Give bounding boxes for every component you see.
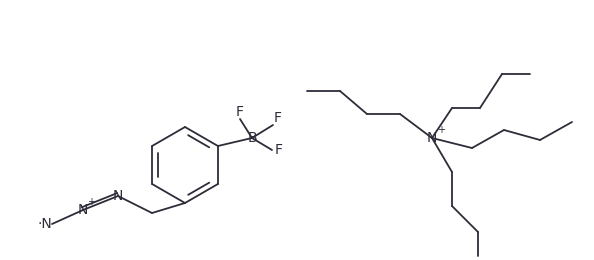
Text: F: F <box>274 111 282 125</box>
Text: F: F <box>275 143 283 157</box>
Text: +: + <box>437 125 445 135</box>
Text: +: + <box>87 197 95 207</box>
Text: F: F <box>236 105 244 119</box>
Text: N: N <box>427 131 437 145</box>
Text: N: N <box>113 189 123 203</box>
Text: B: B <box>247 131 257 145</box>
Text: ·N: ·N <box>37 217 52 231</box>
Text: N: N <box>78 203 88 217</box>
